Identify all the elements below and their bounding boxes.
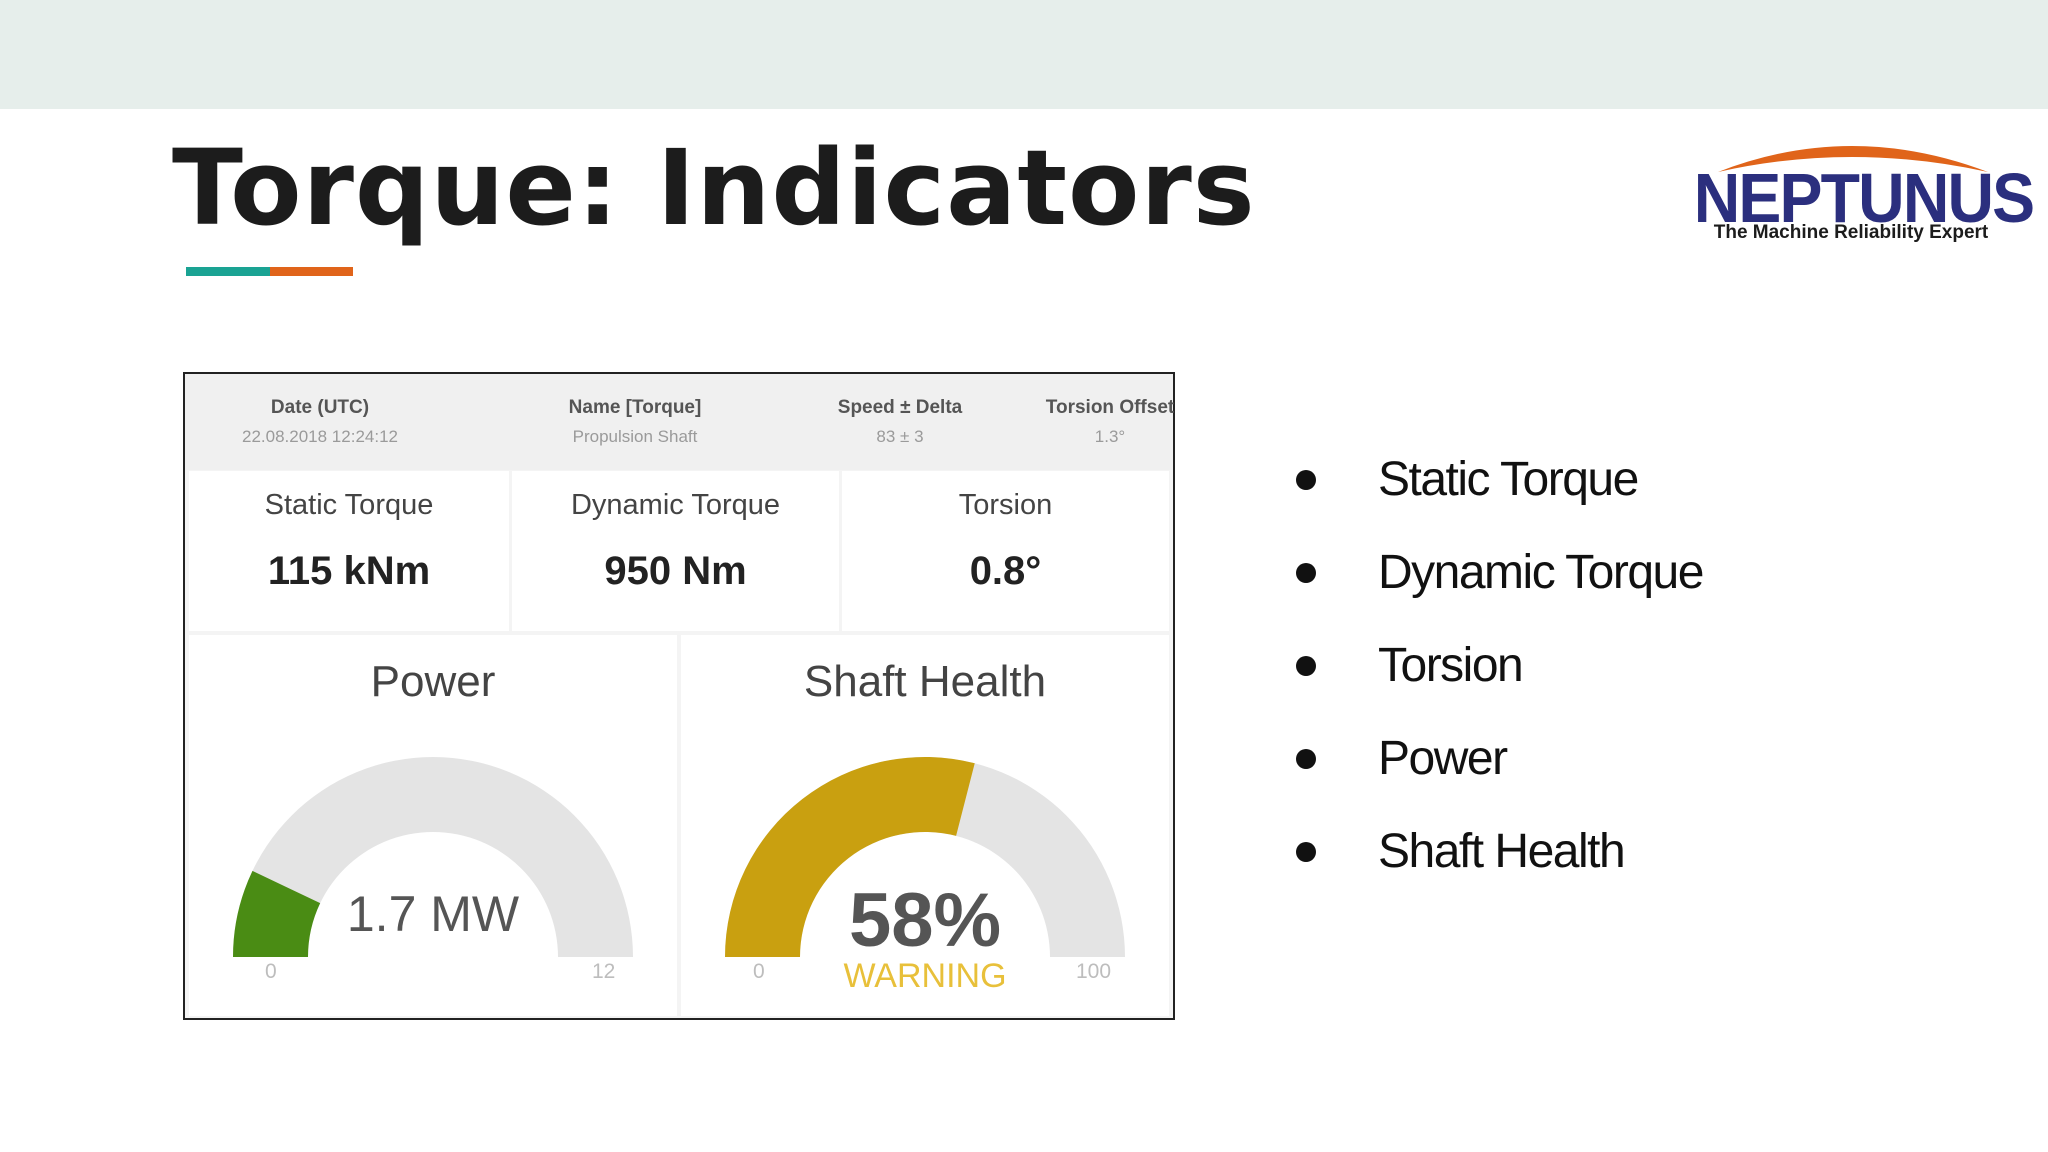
header-torsion-offset-label: Torsion Offset [1045, 397, 1175, 418]
logo-wordmark: NEPTUNUS [1693, 159, 2035, 237]
torsion-value: 0.8° [969, 549, 1042, 593]
header-speed: Speed ± Delta 83 ± 3 [775, 396, 1025, 448]
logo-arc [1718, 146, 1988, 172]
bullet-dot-icon [1296, 749, 1316, 769]
bullet-dot-icon [1296, 470, 1316, 490]
tile-torsion: Torsion 0.8° [842, 471, 1169, 631]
power-gauge [233, 757, 633, 957]
bullet-text: Dynamic Torque [1378, 546, 1704, 599]
power-gauge-track [233, 757, 633, 957]
top-band [0, 0, 2048, 109]
bullet-dot-icon [1296, 563, 1316, 583]
tile-static-torque: Static Torque 115 kNm [189, 471, 509, 631]
shaft-health-title: Shaft Health [803, 657, 1047, 706]
torsion-label: Torsion [958, 489, 1053, 521]
header-torsion-offset-value: 1.3° [1094, 427, 1126, 446]
header-torsion-offset: Torsion Offset 1.3° [985, 396, 1235, 448]
static-torque-label: Static Torque [264, 489, 434, 521]
header-name: Name [Torque] Propulsion Shaft [485, 396, 785, 448]
header-date-label: Date (UTC) [270, 397, 370, 418]
header-date: Date (UTC) 22.08.2018 12:24:12 [205, 396, 435, 448]
shaft-health-status: WARNING [843, 957, 1007, 995]
torque-dashboard-screenshot: Date (UTC) 22.08.2018 12:24:12 Name [Tor… [183, 372, 1175, 1020]
neptunus-logo: NEPTUNUS The Machine Reliability Expert [1676, 128, 2035, 250]
title-accent-teal [186, 267, 270, 276]
shaft-health-min-label: 0 [753, 960, 765, 983]
tile-power: Power 1.7 MW 0 12 [189, 635, 677, 1016]
header-date-value: 22.08.2018 12:24:12 [242, 427, 398, 446]
dynamic-torque-value: 950 Nm [604, 549, 747, 593]
shaft-health-gauge [725, 757, 1125, 957]
power-value: 1.7 MW [346, 886, 520, 942]
bullet-text: Torsion [1378, 639, 1524, 692]
power-max-label: 12 [592, 960, 616, 983]
header-name-label: Name [Torque] [568, 397, 702, 418]
shaft-health-gauge-fill [725, 757, 975, 957]
bullet-text: Power [1378, 732, 1508, 785]
slide-title: Torque: Indicators [172, 127, 1256, 249]
bullet-text: Shaft Health [1378, 825, 1626, 878]
tile-shaft-health: Shaft Health 58% WARNING 0 100 [681, 635, 1169, 1016]
header-name-value: Propulsion Shaft [572, 427, 698, 446]
dynamic-torque-label: Dynamic Torque [570, 489, 780, 521]
static-torque-value: 115 kNm [267, 549, 431, 593]
power-min-label: 0 [265, 960, 277, 983]
header-speed-label: Speed ± Delta [837, 397, 963, 418]
shaft-health-value: 58% [848, 878, 1002, 963]
bullet-dot-icon [1296, 842, 1316, 862]
shaft-health-max-label: 100 [1076, 960, 1112, 983]
tile-dynamic-torque: Dynamic Torque 950 Nm [512, 471, 839, 631]
title-accent-orange [270, 267, 353, 276]
bullet-dot-icon [1296, 656, 1316, 676]
power-gauge-fill [233, 870, 321, 957]
header-speed-value: 83 ± 3 [876, 427, 924, 446]
dashboard-header: Date (UTC) 22.08.2018 12:24:12 Name [Tor… [185, 374, 1174, 470]
bullet-text: Static Torque [1378, 453, 1639, 506]
power-title: Power [370, 657, 496, 706]
logo-tagline: The Machine Reliability Expert [1713, 222, 1989, 243]
